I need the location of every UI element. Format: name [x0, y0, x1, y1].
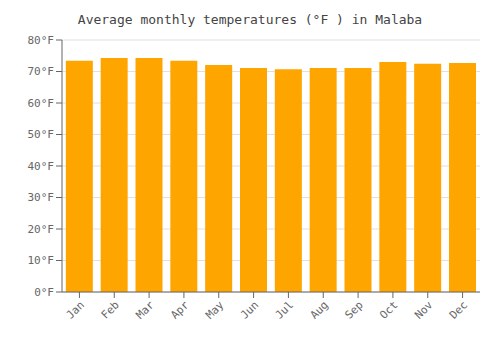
svg-text:Nov: Nov — [412, 298, 436, 322]
svg-text:Feb: Feb — [99, 298, 122, 321]
svg-text:80°F: 80°F — [28, 34, 55, 47]
svg-text:Jan: Jan — [64, 298, 87, 321]
svg-text:70°F: 70°F — [28, 65, 55, 78]
svg-text:20°F: 20°F — [28, 223, 55, 236]
svg-text:50°F: 50°F — [28, 128, 55, 141]
svg-text:Jun: Jun — [238, 298, 261, 321]
svg-text:40°F: 40°F — [28, 160, 55, 173]
svg-text:Jul: Jul — [273, 298, 296, 321]
svg-text:May: May — [203, 298, 227, 322]
html-text:Average monthly temperatures (: Average monthly temperatures (°F ) in Ma… — [77, 12, 423, 27]
svg-text:Mar: Mar — [133, 298, 157, 322]
svg-text:10°F: 10°F — [28, 254, 55, 267]
svg-text:Aug: Aug — [308, 298, 331, 321]
svg-text:0°F: 0°F — [34, 286, 54, 299]
svg-text:Oct: Oct — [377, 298, 400, 321]
svg-text:Sep: Sep — [342, 298, 365, 321]
svg-text:60°F: 60°F — [28, 97, 55, 110]
svg-text:30°F: 30°F — [28, 191, 55, 204]
svg-text:Apr: Apr — [168, 298, 192, 322]
svg-text:Dec: Dec — [447, 298, 470, 321]
